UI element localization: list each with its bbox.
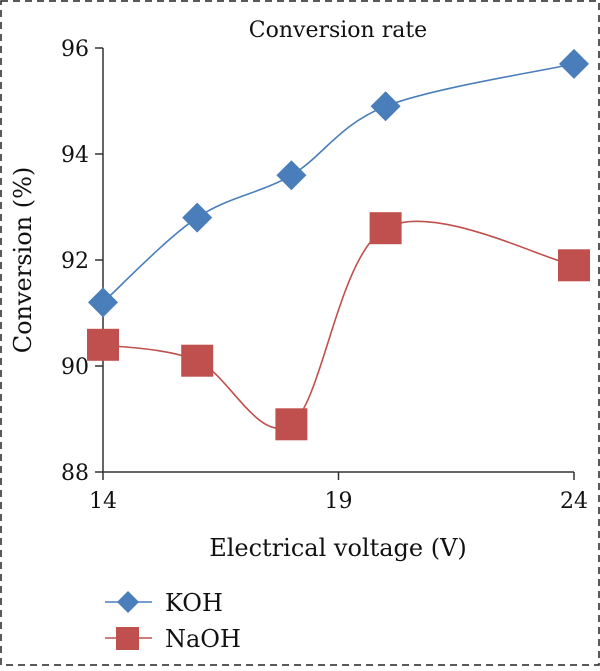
data-point-koh — [559, 48, 589, 79]
x-tick-label: 19 — [325, 489, 353, 514]
data-point-koh — [370, 91, 401, 122]
y-tick-label: 92 — [61, 249, 89, 274]
legend-marker-koh — [117, 591, 139, 613]
series-layer — [87, 48, 590, 441]
data-point-naoh — [275, 408, 308, 441]
y-tick-label: 90 — [61, 355, 89, 380]
data-point-naoh — [369, 212, 402, 245]
data-point-naoh — [181, 344, 214, 377]
x-ticks: 14 19 24 — [89, 472, 588, 514]
legend-label-naoh: NaOH — [165, 625, 241, 653]
x-tick-label: 24 — [560, 489, 588, 514]
series-line-koh — [102, 63, 575, 303]
data-point-naoh — [558, 249, 590, 282]
y-tick-label: 88 — [61, 461, 89, 486]
legend-item-naoh: NaOH — [105, 625, 241, 653]
x-axis-label: Electrical voltage (V) — [209, 534, 467, 562]
series-line-naoh — [102, 220, 575, 430]
axes — [102, 48, 574, 473]
data-point-koh — [88, 287, 118, 318]
y-tick-label: 96 — [61, 37, 89, 62]
data-point-naoh — [87, 328, 119, 361]
legend-marker-naoh — [116, 627, 139, 650]
y-tick-label: 94 — [61, 143, 89, 168]
x-tick-label: 14 — [89, 489, 117, 514]
legend-label-koh: KOH — [165, 589, 223, 617]
data-point-koh — [182, 202, 213, 233]
y-axis-label: Conversion (%) — [9, 167, 37, 354]
data-point-koh — [276, 160, 307, 191]
y-ticks: 88 90 92 94 96 — [61, 37, 103, 486]
legend-item-koh: KOH — [105, 589, 223, 617]
chart-title: Conversion rate — [249, 18, 427, 43]
legend: KOH NaOH — [105, 589, 241, 653]
